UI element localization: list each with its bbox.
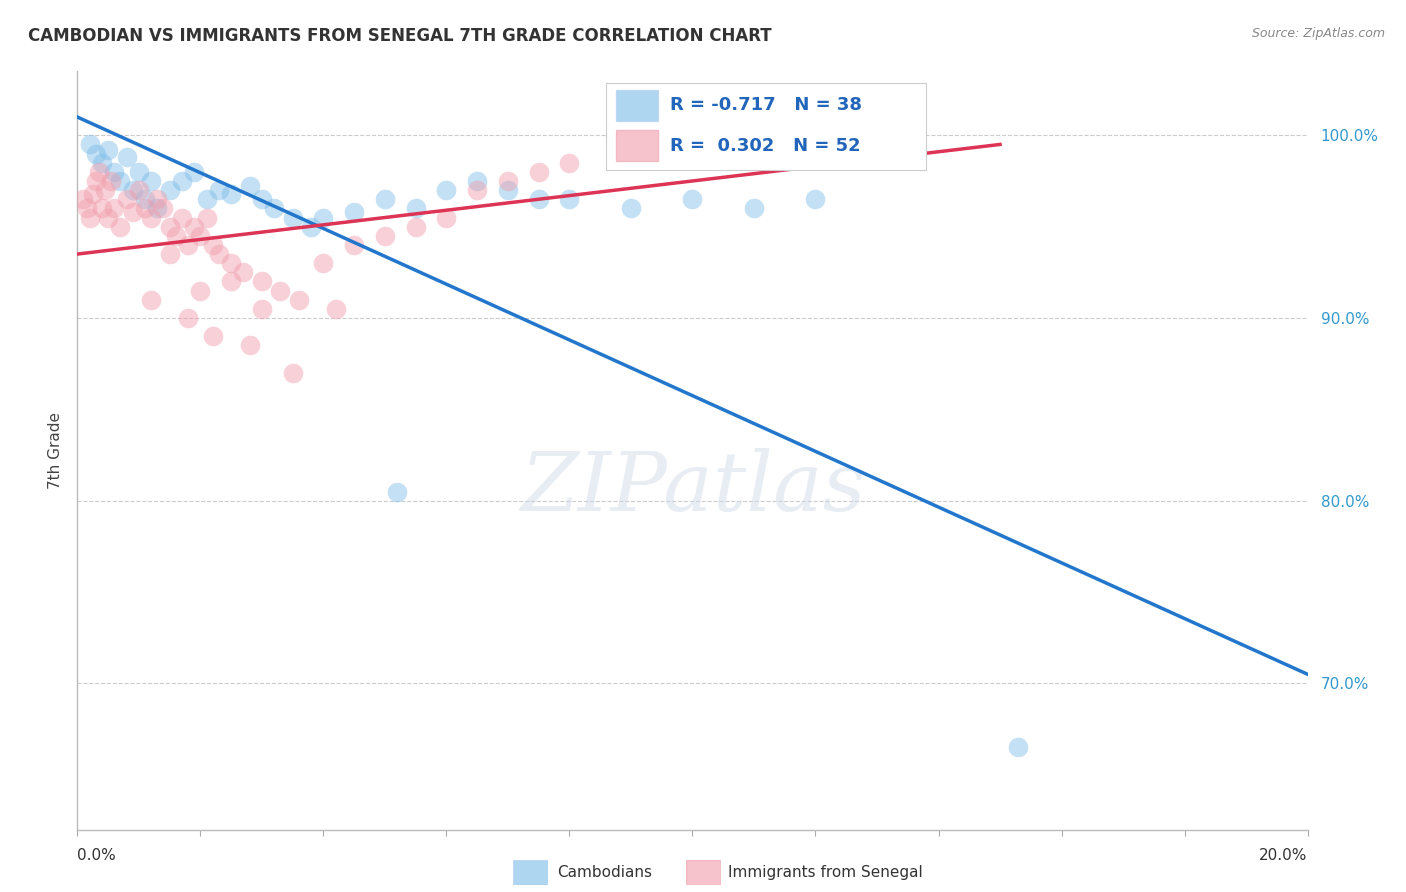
Point [239, 179, 262, 194]
Point [281, 211, 304, 225]
Point [496, 183, 519, 197]
Text: ZIPatlas: ZIPatlas [520, 449, 865, 528]
Point [269, 284, 291, 298]
Text: 0.0%: 0.0% [77, 848, 117, 863]
Point [558, 155, 581, 169]
Text: Immigrants from Senegal: Immigrants from Senegal [728, 865, 924, 880]
Point [250, 301, 273, 316]
Point [527, 192, 550, 206]
Point [146, 192, 169, 206]
Point [79, 137, 101, 152]
Point [374, 192, 396, 206]
Point [134, 192, 156, 206]
Text: CAMBODIAN VS IMMIGRANTS FROM SENEGAL 7TH GRADE CORRELATION CHART: CAMBODIAN VS IMMIGRANTS FROM SENEGAL 7TH… [28, 27, 772, 45]
Point [1007, 740, 1029, 755]
Point [620, 202, 643, 216]
Point [159, 247, 181, 261]
Text: Cambodians: Cambodians [557, 865, 652, 880]
Point [405, 219, 427, 234]
Point [465, 183, 488, 197]
Point [188, 284, 212, 298]
Text: 20.0%: 20.0% [1260, 848, 1308, 863]
Point [84, 146, 107, 161]
Point [387, 484, 409, 499]
Point [232, 265, 254, 279]
Point [79, 211, 101, 225]
Point [312, 211, 335, 225]
Point [110, 174, 132, 188]
Point [121, 183, 143, 197]
Point [103, 202, 125, 216]
Point [165, 228, 187, 243]
Point [343, 205, 366, 219]
Point [141, 211, 163, 225]
Point [170, 174, 193, 188]
Point [436, 183, 458, 197]
Point [183, 219, 205, 234]
Point [72, 192, 94, 206]
Point [496, 174, 519, 188]
Point [219, 256, 242, 270]
Point [76, 202, 98, 216]
Point [183, 165, 205, 179]
Text: Source: ZipAtlas.com: Source: ZipAtlas.com [1251, 27, 1385, 40]
Point [90, 155, 114, 169]
Point [682, 192, 704, 206]
Point [115, 150, 138, 164]
Point [436, 211, 458, 225]
Point [94, 183, 117, 197]
Point [195, 211, 218, 225]
Point [128, 183, 150, 197]
Point [90, 202, 114, 216]
Point [141, 174, 163, 188]
Point [97, 143, 120, 157]
Point [250, 192, 273, 206]
Point [195, 192, 218, 206]
Point [288, 293, 311, 307]
Point [201, 238, 224, 252]
Point [208, 183, 231, 197]
Point [115, 192, 138, 206]
Point [527, 165, 550, 179]
Point [742, 202, 765, 216]
Point [141, 293, 163, 307]
Point [134, 202, 156, 216]
Point [374, 228, 396, 243]
Point [343, 238, 366, 252]
Y-axis label: 7th Grade: 7th Grade [48, 412, 63, 489]
Point [312, 256, 335, 270]
Point [299, 219, 322, 234]
Point [804, 192, 827, 206]
Point [219, 275, 242, 289]
Point [159, 219, 181, 234]
Point [405, 202, 427, 216]
Point [250, 275, 273, 289]
Point [82, 186, 104, 201]
Point [219, 186, 242, 201]
Point [208, 247, 231, 261]
Point [281, 366, 304, 380]
Point [84, 174, 107, 188]
Point [100, 174, 122, 188]
Point [239, 338, 262, 352]
Point [465, 174, 488, 188]
Point [201, 329, 224, 343]
Point [177, 311, 200, 326]
Point [87, 165, 110, 179]
Point [97, 211, 120, 225]
Point [152, 202, 174, 216]
Point [146, 202, 169, 216]
Point [558, 192, 581, 206]
Point [263, 202, 285, 216]
Point [110, 219, 132, 234]
Point [121, 205, 143, 219]
Point [103, 165, 125, 179]
Point [325, 301, 347, 316]
Point [159, 183, 181, 197]
Point [170, 211, 193, 225]
Point [188, 228, 212, 243]
Point [177, 238, 200, 252]
Point [128, 165, 150, 179]
